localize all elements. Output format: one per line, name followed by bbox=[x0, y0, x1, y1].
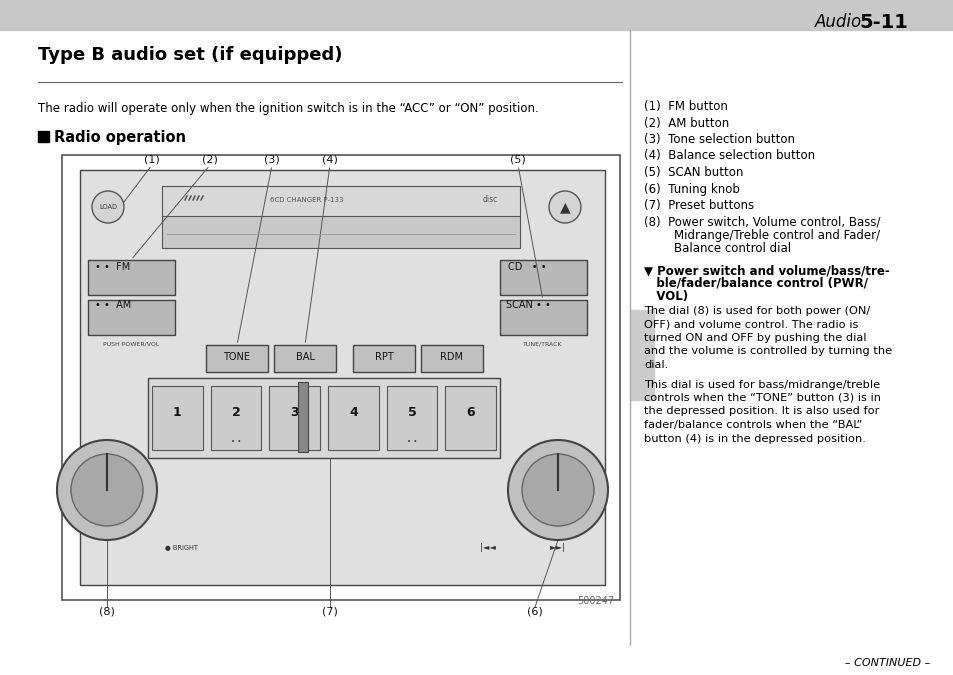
Text: 2: 2 bbox=[232, 406, 240, 418]
Text: ▼ Power switch and volume/bass/tre-: ▼ Power switch and volume/bass/tre- bbox=[643, 264, 889, 277]
Bar bbox=[297, 382, 308, 452]
Text: (6)  Tuning knob: (6) Tuning knob bbox=[643, 182, 740, 196]
Text: disc: disc bbox=[482, 196, 497, 205]
Text: TUNE/TRACK: TUNE/TRACK bbox=[522, 342, 562, 347]
Text: 5-11: 5-11 bbox=[859, 13, 907, 32]
Circle shape bbox=[71, 454, 143, 526]
Bar bbox=[80, 170, 604, 585]
Text: 500247: 500247 bbox=[577, 596, 614, 606]
Bar bbox=[211, 386, 261, 450]
Circle shape bbox=[507, 440, 607, 540]
Text: • •  FM: • • FM bbox=[95, 262, 131, 272]
Bar bbox=[386, 386, 436, 450]
Text: the depressed position. It is also used for: the depressed position. It is also used … bbox=[643, 406, 879, 416]
Circle shape bbox=[521, 454, 594, 526]
Text: LOAD: LOAD bbox=[99, 204, 117, 210]
Bar bbox=[38, 131, 49, 142]
Text: Radio operation: Radio operation bbox=[54, 130, 186, 145]
Bar bbox=[420, 345, 482, 372]
Text: (3): (3) bbox=[264, 155, 279, 165]
Text: fader/balance controls when the “BAL”: fader/balance controls when the “BAL” bbox=[643, 420, 862, 430]
Text: and the volume is controlled by turning the: and the volume is controlled by turning … bbox=[643, 346, 891, 356]
Text: Type B audio set (if equipped): Type B audio set (if equipped) bbox=[38, 46, 342, 64]
Text: ● BRIGHT: ● BRIGHT bbox=[165, 545, 198, 551]
Text: (3)  Tone selection button: (3) Tone selection button bbox=[643, 133, 794, 146]
Text: (4)  Balance selection button: (4) Balance selection button bbox=[643, 149, 814, 163]
Text: Balance control dial: Balance control dial bbox=[643, 242, 790, 254]
Bar bbox=[629, 310, 654, 400]
Bar bbox=[148, 378, 499, 458]
Bar bbox=[269, 386, 319, 450]
Circle shape bbox=[57, 440, 157, 540]
Text: OFF) and volume control. The radio is: OFF) and volume control. The radio is bbox=[643, 319, 858, 329]
Bar bbox=[88, 260, 174, 295]
Text: Audio: Audio bbox=[814, 13, 862, 31]
Text: turned ON and OFF by pushing the dial: turned ON and OFF by pushing the dial bbox=[643, 333, 865, 343]
Circle shape bbox=[91, 191, 124, 223]
Bar bbox=[152, 386, 202, 450]
Text: • •: • • bbox=[406, 439, 416, 445]
Text: (8): (8) bbox=[99, 607, 114, 617]
Text: ►►|: ►►| bbox=[550, 543, 565, 553]
Text: ble/fader/balance control (PWR/: ble/fader/balance control (PWR/ bbox=[643, 277, 867, 290]
Text: (8)  Power switch, Volume control, Bass/: (8) Power switch, Volume control, Bass/ bbox=[643, 215, 880, 229]
Text: (7)  Preset buttons: (7) Preset buttons bbox=[643, 199, 753, 212]
Text: dial.: dial. bbox=[643, 360, 667, 370]
Text: – CONTINUED –: – CONTINUED – bbox=[844, 658, 929, 668]
Bar bbox=[274, 345, 335, 372]
Text: |◄◄: |◄◄ bbox=[479, 543, 496, 553]
Bar bbox=[162, 186, 519, 220]
Text: This dial is used for bass/midrange/treble: This dial is used for bass/midrange/treb… bbox=[643, 379, 880, 389]
Text: 6CD CHANGER P-133: 6CD CHANGER P-133 bbox=[270, 197, 343, 203]
Text: (2)  AM button: (2) AM button bbox=[643, 117, 728, 130]
Bar bbox=[88, 300, 174, 335]
Text: Midrange/Treble control and Fader/: Midrange/Treble control and Fader/ bbox=[643, 229, 880, 242]
Text: VOL): VOL) bbox=[643, 290, 687, 303]
Text: controls when the “TONE” button (3) is in: controls when the “TONE” button (3) is i… bbox=[643, 393, 880, 403]
Text: (7): (7) bbox=[322, 607, 337, 617]
Circle shape bbox=[548, 191, 580, 223]
Bar bbox=[328, 386, 378, 450]
Text: PUSH POWER/VOL: PUSH POWER/VOL bbox=[103, 342, 159, 347]
Text: 3: 3 bbox=[290, 406, 298, 418]
Bar bbox=[445, 386, 496, 450]
Text: TONE: TONE bbox=[223, 352, 251, 362]
Text: The radio will operate only when the ignition switch is in the “ACC” or “ON” pos: The radio will operate only when the ign… bbox=[38, 102, 538, 115]
Bar bbox=[499, 260, 586, 295]
Text: • •: • • bbox=[231, 439, 241, 445]
Text: RPT: RPT bbox=[375, 352, 393, 362]
Text: (5): (5) bbox=[510, 155, 525, 165]
Bar bbox=[0, 0, 953, 30]
Text: (6): (6) bbox=[527, 607, 542, 617]
Bar bbox=[353, 345, 415, 372]
Text: (1)  FM button: (1) FM button bbox=[643, 100, 727, 113]
Text: (5)  SCAN button: (5) SCAN button bbox=[643, 166, 742, 179]
Bar bbox=[499, 300, 586, 335]
Text: CD   • •: CD • • bbox=[507, 262, 546, 272]
Text: The dial (8) is used for both power (ON/: The dial (8) is used for both power (ON/ bbox=[643, 306, 869, 316]
Text: RDM: RDM bbox=[440, 352, 463, 362]
Bar bbox=[162, 216, 519, 248]
Text: (4): (4) bbox=[322, 155, 337, 165]
Text: ▲: ▲ bbox=[559, 200, 570, 214]
Text: button (4) is in the depressed position.: button (4) is in the depressed position. bbox=[643, 433, 865, 443]
Text: 6: 6 bbox=[466, 406, 475, 418]
Text: 4: 4 bbox=[349, 406, 357, 418]
Bar bbox=[206, 345, 268, 372]
Text: BAL: BAL bbox=[295, 352, 314, 362]
Text: • •  AM: • • AM bbox=[95, 300, 132, 310]
Bar bbox=[62, 155, 619, 600]
Text: 5: 5 bbox=[407, 406, 416, 418]
Text: (1): (1) bbox=[144, 155, 160, 165]
Text: SCAN • •: SCAN • • bbox=[505, 300, 550, 310]
Text: 1: 1 bbox=[172, 406, 181, 418]
Text: (2): (2) bbox=[202, 155, 217, 165]
